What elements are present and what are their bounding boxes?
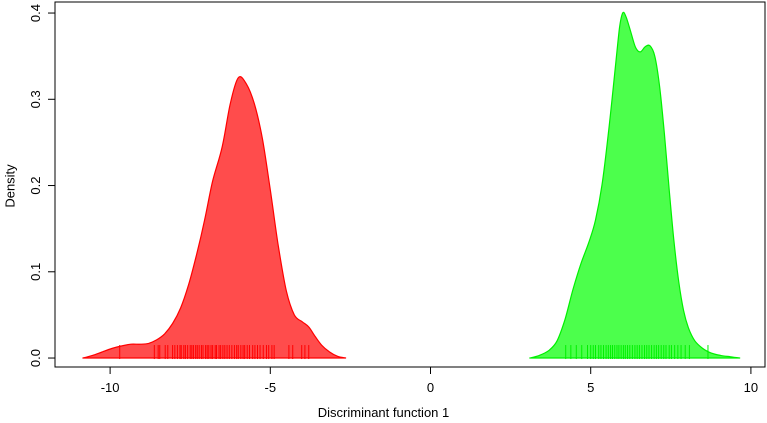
x-tick-label: -10 <box>101 380 120 395</box>
plot-box <box>54 1 766 368</box>
y-tick-label: 0.1 <box>28 263 43 281</box>
y-axis-title: Density <box>2 164 18 208</box>
group-1-red-density-area <box>82 76 347 359</box>
x-tick-label: 0 <box>427 380 434 395</box>
y-tick-label: 0.3 <box>28 90 43 108</box>
x-tick-label: 5 <box>587 380 594 395</box>
y-tick-label: 0.4 <box>28 4 43 22</box>
group-2-green-density-area <box>529 11 741 359</box>
y-tick-label: 0.0 <box>28 349 43 367</box>
density-curves <box>82 11 741 359</box>
rug-marks <box>119 345 709 360</box>
x-tick-label: -5 <box>265 380 277 395</box>
axes: -10 -5 0 5 10 0.0 0.1 0.2 0.3 0.4 <box>28 1 766 395</box>
x-tick-label: 10 <box>744 380 758 395</box>
x-axis-title: Discriminant function 1 <box>317 405 450 420</box>
y-tick-label: 0.2 <box>28 176 43 194</box>
